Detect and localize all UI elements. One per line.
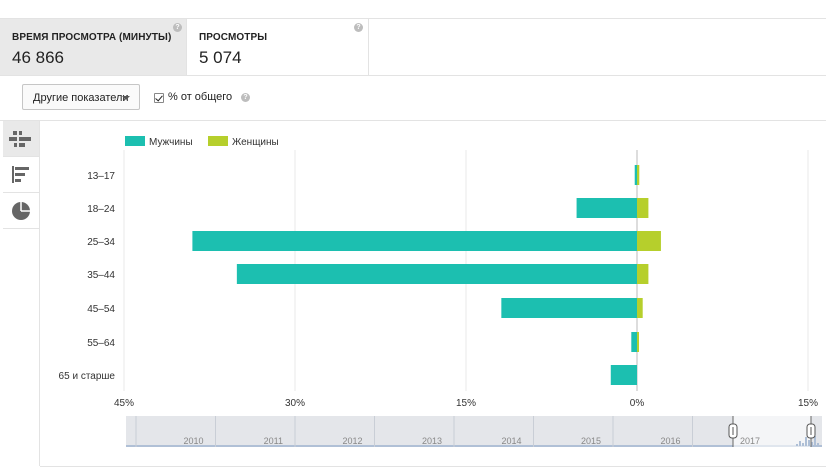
x-tick-label: 45% [114,398,134,409]
legend-swatch [125,136,145,146]
legend-label[interactable]: Женщины [232,137,279,148]
bar-chart-icon [9,131,31,147]
checkbox-label[interactable]: % от общего [168,91,233,103]
x-tick-label: 0% [630,398,645,409]
timeline-activity-bar [811,442,813,446]
pie-view-button[interactable] [3,193,39,229]
metrics-row: ВРЕМЯ ПРОСМОТРА (МИНУТЫ) 46 866 ? ПРОСМО… [0,19,826,76]
category-label: 35–44 [87,270,115,281]
bar-male[interactable] [631,332,637,352]
timeline-navigator[interactable] [126,416,822,447]
list-view-button[interactable] [3,157,39,193]
bar-male[interactable] [236,264,638,284]
metric-value: 46 866 [12,48,64,67]
timeline-activity-bar [805,437,807,446]
timeline-year-label: 2014 [501,436,521,446]
legend-swatch [208,136,228,146]
category-label: 25–34 [87,237,115,248]
chart-type-sidebar [3,121,40,466]
x-tick-label: 15% [798,398,818,409]
divider [40,466,826,467]
timeline-year-label: 2016 [660,436,680,446]
timeline-year-label: 2012 [342,436,362,446]
chevron-down-icon [122,96,130,100]
bar-female[interactable] [637,298,643,318]
bar-male[interactable] [501,298,637,318]
category-label: 45–54 [87,304,115,315]
metric-label: ВРЕМЯ ПРОСМОТРА (МИНУТЫ) [12,32,172,43]
x-tick-label: 15% [456,398,476,409]
bar-female[interactable] [637,264,649,284]
category-label: 13–17 [87,171,115,182]
bar-female[interactable] [637,231,661,251]
bar-chart-view-button[interactable] [3,121,39,157]
timeline-activity-bar [799,441,801,446]
timeline-year-label: 2011 [264,436,283,446]
controls-bar: Другие показатели % от общего ? [0,76,826,121]
more-metrics-dropdown[interactable]: Другие показатели [22,84,140,110]
help-icon[interactable]: ? [241,93,250,102]
timeline-activity-bar [814,436,816,446]
timeline-selection[interactable] [733,416,811,447]
metric-tab-views[interactable]: ПРОСМОТРЫ 5 074 ? [187,19,369,75]
timeline-year-label: 2015 [581,436,601,446]
metric-value: 5 074 [199,48,242,67]
legend-label[interactable]: Мужчины [149,137,193,148]
top-bar [0,0,826,19]
category-label: 65 и старше [59,371,116,382]
help-icon[interactable]: ? [354,23,363,32]
pie-chart-icon [12,202,30,220]
category-label: 18–24 [87,204,115,215]
timeline-activity-bar [808,440,810,446]
bar-female[interactable] [637,332,639,352]
bar-female[interactable] [637,165,640,185]
bar-male[interactable] [576,198,637,218]
list-icon [12,166,29,183]
metric-label: ПРОСМОТРЫ [199,32,268,43]
help-icon[interactable]: ? [173,23,182,32]
timeline-year-label: 2013 [422,436,442,446]
x-tick-label: 30% [285,398,305,409]
timeline-activity-bar [796,444,798,446]
timeline-year-label: 2010 [183,436,203,446]
metric-tab-watch-time[interactable]: ВРЕМЯ ПРОСМОТРА (МИНУТЫ) 46 866 ? [0,19,187,75]
timeline-year-label: 2017 [740,436,760,446]
dropdown-label: Другие показатели [33,92,129,104]
bar-male[interactable] [610,365,637,385]
percent-of-total-checkbox[interactable] [154,93,164,103]
category-label: 55–64 [87,338,115,349]
timeline-activity-bar [817,443,819,446]
bar-male[interactable] [634,165,637,185]
timeline-activity-bar [802,443,804,446]
bar-male[interactable] [192,231,637,251]
bar-female[interactable] [637,198,649,218]
